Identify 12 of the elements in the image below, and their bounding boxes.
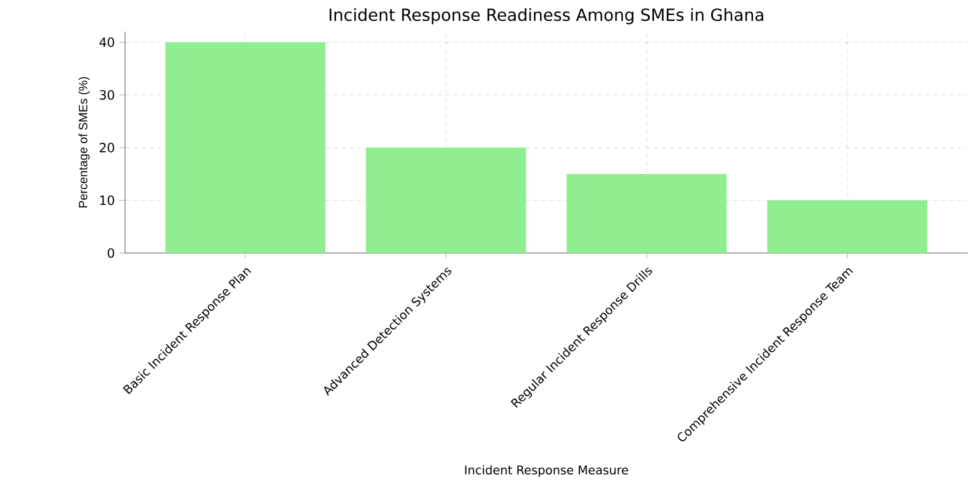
bar — [165, 42, 326, 254]
bar — [767, 200, 928, 254]
bar — [366, 148, 526, 254]
bar — [566, 174, 727, 254]
y-axis-title: Percentage of SMEs (%) — [78, 77, 90, 208]
y-tick-label: 20 — [100, 142, 114, 152]
x-axis-title: Incident Response Measure — [465, 465, 628, 477]
y-tick-label: 40 — [99, 37, 114, 48]
chart-title: Incident Response Readiness Among SMEs in Ghana — [330, 8, 764, 24]
y-tick-label: 10 — [100, 196, 114, 206]
y-tick-label: 30 — [100, 90, 114, 100]
y-tick-label: 0 — [108, 248, 114, 258]
